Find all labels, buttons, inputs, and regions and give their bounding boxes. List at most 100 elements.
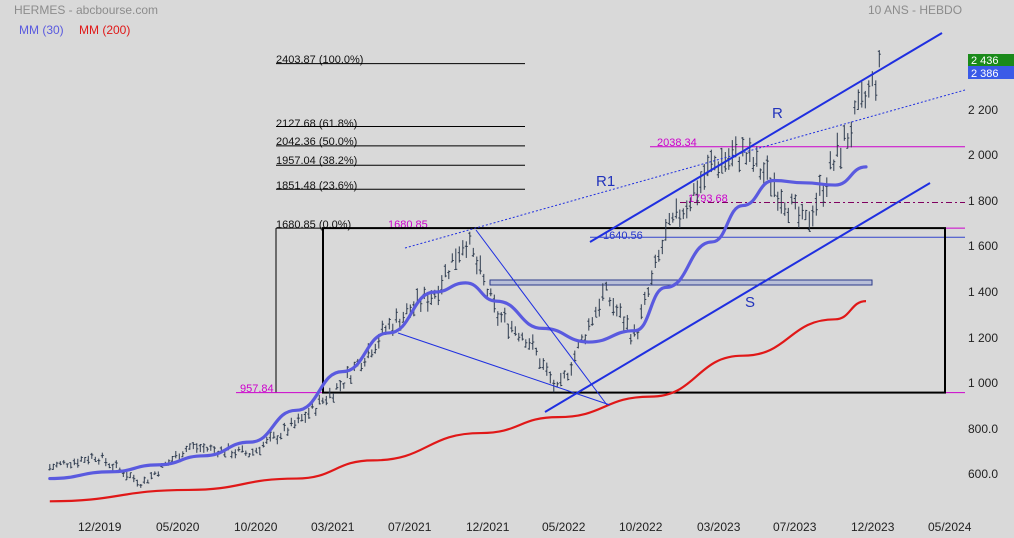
price-bar — [100, 452, 104, 459]
price-bar — [328, 387, 332, 399]
drawings — [397, 32, 966, 413]
price-bar — [349, 375, 353, 384]
ma200-layer — [49, 300, 867, 503]
chart-title: HERMES - abcbourse.com — [14, 3, 158, 17]
price-bar — [513, 326, 517, 336]
price-bar — [146, 479, 150, 484]
price-bar — [510, 320, 514, 333]
price-bar — [835, 132, 839, 157]
price-bar — [125, 471, 129, 481]
price-bar — [828, 151, 832, 170]
legend-ma200: MM (200) — [79, 23, 130, 37]
price-bar — [751, 157, 755, 172]
price-bar — [237, 446, 241, 452]
badge-high: 2 436 — [971, 55, 999, 67]
price-bar — [324, 395, 328, 406]
price-bar — [496, 311, 500, 326]
x-tick-7: 10/2022 — [619, 520, 663, 534]
price-bar — [83, 456, 87, 463]
price-bar — [314, 407, 318, 416]
price-bar — [478, 255, 482, 275]
x-tick-5: 12/2021 — [466, 520, 510, 534]
price-bar — [370, 349, 374, 358]
price-bar — [275, 435, 279, 445]
price-bar — [149, 471, 153, 480]
label-r1: R1 — [596, 173, 615, 190]
y-tick-3: 1 200 — [968, 331, 998, 345]
price-bar — [202, 443, 206, 453]
channel-resistance-r — [589, 32, 943, 243]
channel-support-s — [544, 182, 931, 413]
price-bar — [804, 209, 808, 221]
price-bar — [331, 393, 335, 403]
price-bar — [142, 476, 146, 484]
price-bar — [517, 332, 521, 342]
price-bar — [559, 372, 563, 387]
price-bar — [538, 358, 542, 369]
price-bar — [205, 446, 209, 452]
y-tick-4: 1 400 — [968, 285, 998, 299]
badge-high-bg — [968, 54, 1014, 67]
price-bar — [758, 168, 762, 180]
price-bar — [811, 205, 815, 227]
price-bar — [296, 413, 300, 424]
price-bar — [615, 304, 619, 317]
price-bar — [506, 323, 510, 339]
price-bar — [307, 407, 311, 419]
y-tick-5: 1 600 — [968, 239, 998, 253]
label-r: R — [772, 105, 783, 122]
price-bar — [860, 81, 864, 108]
price-bar — [254, 447, 258, 454]
price-bar — [657, 249, 661, 262]
x-tick-4: 07/2021 — [388, 520, 432, 534]
price-bar — [520, 332, 524, 341]
price-bar — [653, 254, 657, 269]
price-bar — [198, 444, 202, 453]
price-bar — [401, 311, 405, 323]
price-bar — [573, 350, 577, 362]
price-bar — [545, 362, 549, 376]
price-bar — [293, 420, 297, 429]
price-bar — [321, 397, 325, 405]
price-bar — [282, 422, 286, 432]
y-tick-1: 800.0 — [968, 422, 998, 436]
ma30-line — [48, 165, 868, 481]
price-bar — [405, 303, 409, 315]
price-bar — [188, 443, 192, 450]
price-bar — [181, 451, 185, 458]
price-bar — [685, 200, 689, 219]
price-bar — [286, 427, 290, 436]
badge-close: 2 386 — [971, 68, 999, 80]
wedge-lower-line — [397, 332, 611, 406]
price-bar — [230, 450, 234, 459]
ma30-layer — [48, 165, 868, 481]
price-bar — [48, 464, 52, 471]
price-bar — [664, 219, 668, 241]
price-bar — [629, 334, 633, 345]
price-bar — [562, 370, 566, 379]
annotation-2038: 2038.34 — [657, 137, 697, 149]
price-bar — [618, 303, 622, 318]
price-bar — [65, 463, 69, 468]
x-tick-3: 03/2021 — [311, 520, 355, 534]
price-bar — [86, 455, 90, 465]
price-bar — [244, 450, 248, 456]
fib-label-0: 1680.85 (0.0%) — [276, 219, 351, 231]
label-s: S — [745, 294, 755, 311]
price-bar — [184, 445, 188, 453]
price-bar — [289, 417, 293, 427]
fib-label-50: 2042.36 (50.0%) — [276, 136, 357, 148]
price-bar — [454, 248, 458, 271]
price-bar — [153, 471, 157, 476]
price-bar — [464, 241, 468, 258]
price-bar — [534, 347, 538, 356]
price-bar — [251, 448, 255, 456]
price-bar — [800, 203, 804, 220]
price-bar — [569, 362, 573, 376]
price-bar — [660, 239, 664, 255]
price-bar — [503, 307, 507, 323]
price-bar — [191, 442, 195, 450]
price-bar — [475, 256, 479, 275]
price-bar — [450, 253, 454, 263]
